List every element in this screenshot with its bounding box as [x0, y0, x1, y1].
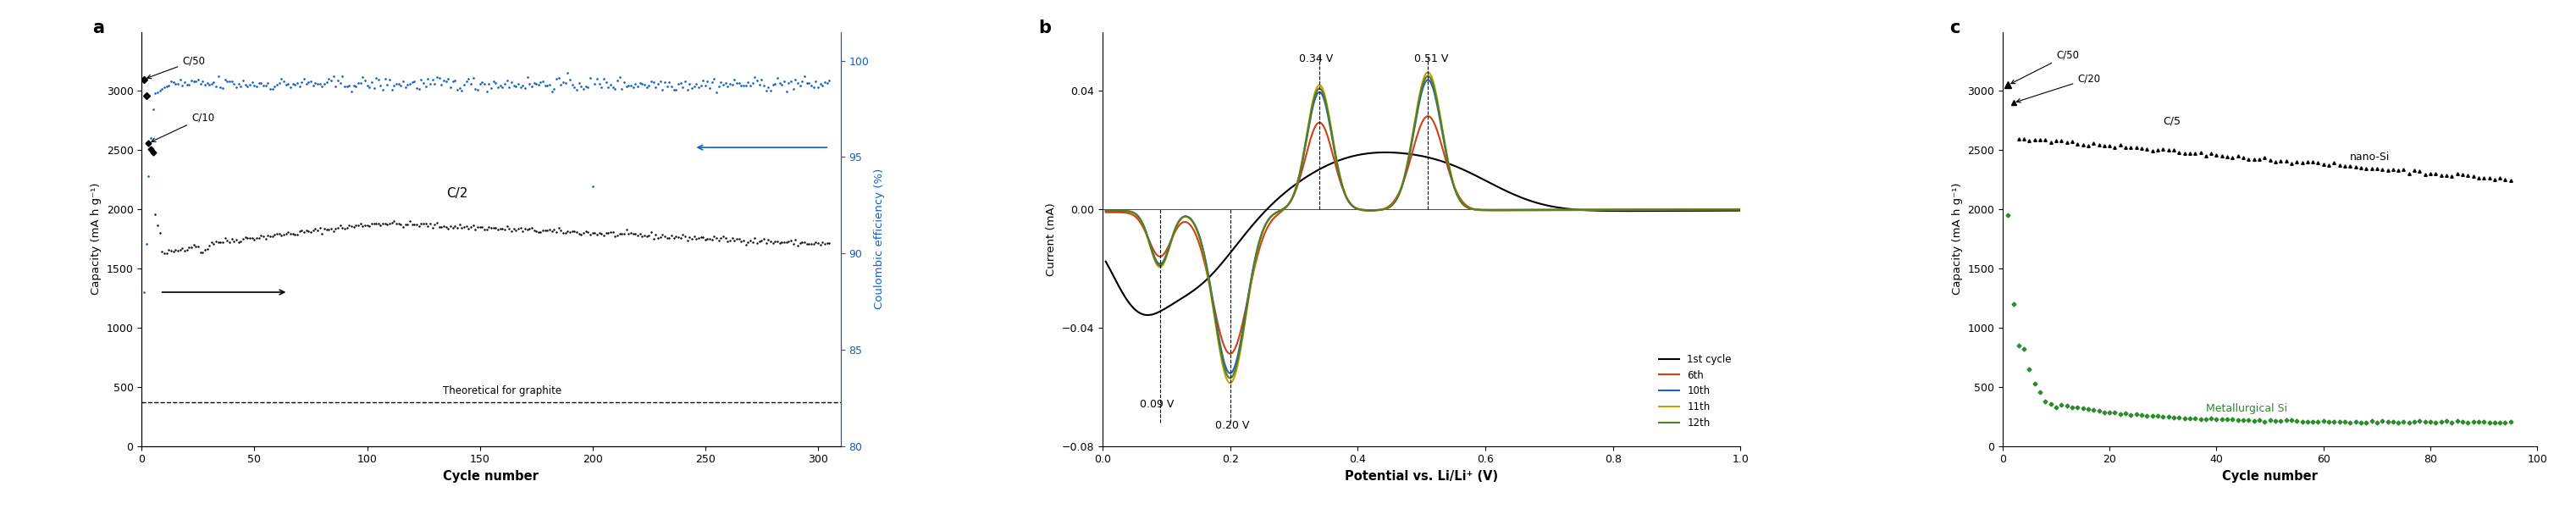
1st cycle: [1517, 198, 1548, 204]
11th: [1090, 208, 1121, 214]
Text: Theoretical for graphite: Theoretical for graphite: [443, 385, 562, 396]
1st cycle: [1255, 203, 1285, 209]
Text: C/50: C/50: [147, 55, 206, 79]
11th: [1726, 206, 1757, 212]
Y-axis label: Capacity (mA h g⁻¹): Capacity (mA h g⁻¹): [90, 183, 100, 295]
10th: [1090, 208, 1121, 214]
6th: [1203, 322, 1234, 328]
1st cycle: [1466, 176, 1497, 182]
6th: [1090, 209, 1121, 216]
6th: [1571, 207, 1602, 213]
12th: [1378, 200, 1409, 206]
Line: 1st cycle: 1st cycle: [1105, 152, 1741, 315]
1st cycle: [1133, 312, 1164, 318]
10th: [1203, 330, 1234, 336]
12th: [1412, 73, 1443, 79]
1st cycle: [1571, 207, 1602, 213]
10th: [1378, 200, 1409, 207]
11th: [1517, 207, 1548, 213]
Text: C/20: C/20: [2017, 73, 2099, 102]
12th: [1213, 375, 1244, 381]
12th: [1726, 206, 1757, 212]
11th: [1203, 337, 1234, 343]
12th: [1255, 215, 1285, 221]
6th: [1412, 113, 1443, 119]
6th: [1255, 220, 1285, 226]
Text: C/2: C/2: [446, 187, 466, 200]
11th: [1213, 380, 1244, 386]
Text: C/50: C/50: [2012, 49, 2079, 83]
Text: 0.34 V: 0.34 V: [1298, 53, 1334, 64]
Line: 11th: 11th: [1105, 72, 1741, 383]
6th: [1726, 206, 1757, 212]
Text: nano-Si: nano-Si: [2349, 151, 2391, 162]
1st cycle: [1203, 263, 1234, 270]
11th: [1571, 207, 1602, 213]
11th: [1466, 207, 1497, 213]
10th: [1412, 77, 1443, 83]
10th: [1517, 207, 1548, 213]
Line: 12th: 12th: [1105, 76, 1741, 378]
11th: [1378, 200, 1409, 206]
Text: Metallurgical Si: Metallurgical Si: [2205, 403, 2287, 414]
Y-axis label: Coulombic efficiency (%): Coulombic efficiency (%): [873, 168, 884, 310]
Text: 0.09 V: 0.09 V: [1139, 399, 1175, 410]
11th: [1255, 215, 1285, 221]
Text: 0.20 V: 0.20 V: [1216, 420, 1249, 431]
6th: [1517, 207, 1548, 213]
Text: a: a: [93, 20, 106, 36]
12th: [1517, 207, 1548, 213]
X-axis label: Cycle number: Cycle number: [2223, 470, 2318, 483]
1st cycle: [1381, 149, 1412, 156]
10th: [1255, 215, 1285, 221]
1st cycle: [1370, 149, 1401, 156]
10th: [1466, 207, 1497, 213]
1st cycle: [1090, 258, 1121, 264]
Line: 10th: 10th: [1105, 80, 1741, 373]
6th: [1378, 198, 1409, 204]
Text: b: b: [1038, 20, 1051, 36]
X-axis label: Cycle number: Cycle number: [443, 470, 538, 483]
Text: c: c: [1950, 20, 1960, 36]
Y-axis label: Capacity (mA h g⁻¹): Capacity (mA h g⁻¹): [1953, 183, 1963, 295]
10th: [1726, 206, 1757, 212]
Text: C/10: C/10: [152, 112, 214, 142]
X-axis label: Potential vs. Li/Li⁺ (V): Potential vs. Li/Li⁺ (V): [1345, 470, 1499, 483]
12th: [1466, 207, 1497, 213]
12th: [1571, 207, 1602, 213]
Text: 0.51 V: 0.51 V: [1414, 53, 1448, 64]
1st cycle: [1726, 208, 1757, 214]
Y-axis label: Current (mA): Current (mA): [1046, 202, 1056, 276]
Line: 6th: 6th: [1105, 116, 1741, 354]
10th: [1213, 370, 1244, 376]
10th: [1571, 207, 1602, 213]
6th: [1466, 207, 1497, 213]
Text: C/5: C/5: [2164, 116, 2182, 127]
12th: [1203, 333, 1234, 340]
12th: [1090, 208, 1121, 214]
6th: [1213, 350, 1244, 357]
11th: [1412, 69, 1443, 75]
Legend: 1st cycle, 6th, 10th, 11th, 12th: 1st cycle, 6th, 10th, 11th, 12th: [1656, 350, 1736, 433]
